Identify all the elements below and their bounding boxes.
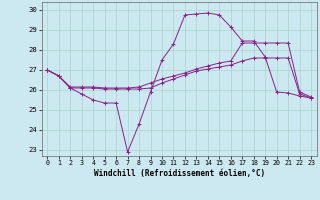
X-axis label: Windchill (Refroidissement éolien,°C): Windchill (Refroidissement éolien,°C)	[94, 169, 265, 178]
